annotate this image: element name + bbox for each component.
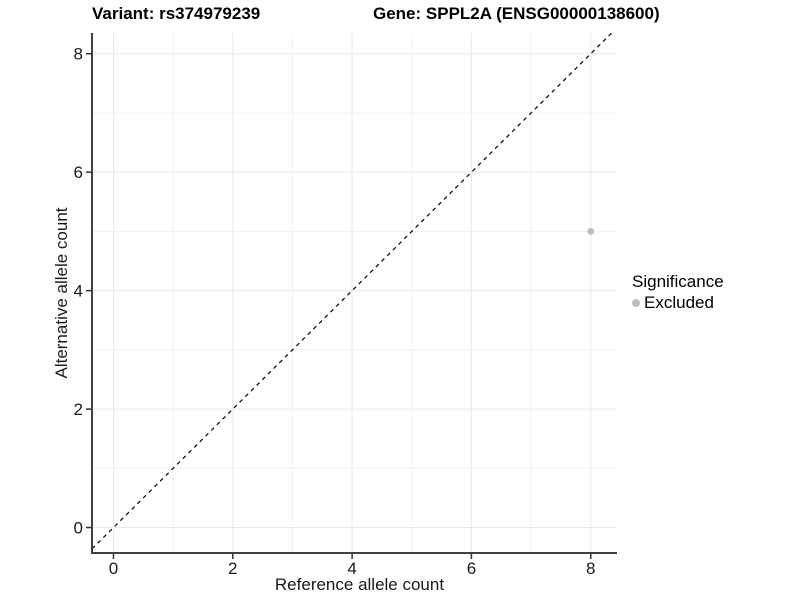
plot-title-gene: Gene: SPPL2A (ENSG00000138600) [373, 4, 660, 23]
data-point [587, 228, 595, 235]
y-tick-label: 4 [74, 282, 83, 301]
x-tick-label: 8 [586, 559, 595, 578]
plot-title-variant: Variant: rs374979239 [92, 4, 261, 23]
legend: Significance Excluded [632, 271, 724, 313]
x-axis-title: Reference allele count [274, 575, 445, 594]
legend-item-excluded: Excluded [632, 292, 724, 313]
y-tick-label: 8 [74, 45, 83, 64]
legend-title: Significance [632, 272, 724, 291]
legend-point-icon [632, 298, 640, 307]
x-tick-label: 2 [228, 559, 237, 578]
y-axis-title: Alternative allele count [52, 207, 71, 379]
identity-reference-line [91, 32, 613, 550]
y-tick-label: 2 [74, 400, 83, 419]
y-tick-label: 6 [74, 163, 83, 182]
legend-item-label: Excluded [644, 293, 714, 312]
x-tick-label: 0 [109, 559, 118, 578]
x-tick-label: 6 [467, 559, 476, 578]
x-tick-label: 4 [347, 559, 356, 578]
y-tick-label: 0 [74, 519, 83, 538]
